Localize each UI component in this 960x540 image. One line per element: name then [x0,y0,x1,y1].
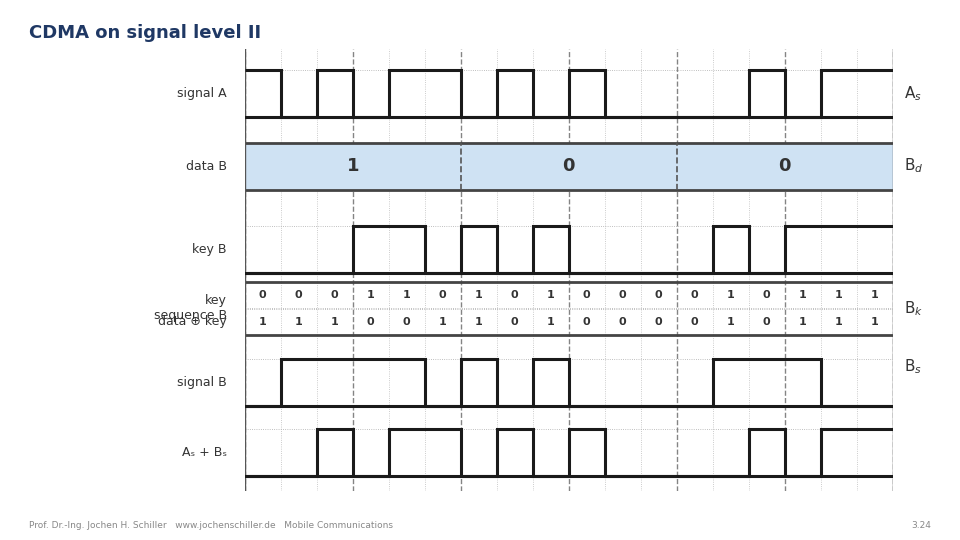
Text: 1: 1 [347,157,359,175]
Text: 1: 1 [367,290,374,300]
Text: 1: 1 [835,290,843,300]
Text: 1: 1 [835,317,843,327]
Text: 1: 1 [403,290,411,300]
Text: 0: 0 [763,317,771,327]
Text: 0: 0 [439,290,446,300]
Text: 0: 0 [779,157,791,175]
Text: B$_k$: B$_k$ [903,299,923,318]
Text: key B: key B [192,243,227,256]
Text: signal A: signal A [178,87,227,100]
Text: 1: 1 [547,290,555,300]
Text: 0: 0 [655,290,662,300]
Text: B$_s$: B$_s$ [903,358,922,376]
Text: 0: 0 [763,290,771,300]
Text: 0: 0 [331,290,339,300]
Text: 0: 0 [691,290,699,300]
Text: 0: 0 [619,317,627,327]
Text: 1: 1 [475,290,483,300]
Text: signal B: signal B [177,376,227,389]
Text: 0: 0 [583,317,590,327]
Text: 1: 1 [871,290,878,300]
Text: 1: 1 [799,290,806,300]
Text: 0: 0 [583,290,590,300]
Text: 1: 1 [475,317,483,327]
Text: 1: 1 [799,317,806,327]
Text: 0: 0 [563,157,575,175]
Bar [245,143,893,190]
Text: 0: 0 [691,317,699,327]
Text: 0: 0 [655,317,662,327]
Text: 1: 1 [547,317,555,327]
Text: 1: 1 [439,317,446,327]
Text: 1: 1 [259,317,267,327]
Text: key
sequence B: key sequence B [154,294,227,322]
Text: 0: 0 [619,290,627,300]
Text: B$_d$: B$_d$ [903,157,923,176]
Text: 0: 0 [511,290,518,300]
Text: 0: 0 [259,290,267,300]
Text: CDMA on signal level II: CDMA on signal level II [29,24,261,42]
Text: A$_s$: A$_s$ [903,84,922,103]
Text: data B: data B [186,160,227,173]
Text: 3.24: 3.24 [911,521,931,530]
Text: 1: 1 [871,317,878,327]
Text: 1: 1 [727,290,734,300]
Text: data ⊕ key: data ⊕ key [158,315,227,328]
Text: 0: 0 [295,290,302,300]
Text: Prof. Dr.-Ing. Jochen H. Schiller   www.jochenschiller.de   Mobile Communication: Prof. Dr.-Ing. Jochen H. Schiller www.jo… [29,521,393,530]
Text: 1: 1 [727,317,734,327]
Text: 0: 0 [367,317,374,327]
Text: 0: 0 [403,317,411,327]
Text: Aₛ + Bₛ: Aₛ + Bₛ [181,447,227,460]
Text: 1: 1 [331,317,339,327]
Text: 0: 0 [511,317,518,327]
Text: 1: 1 [295,317,302,327]
